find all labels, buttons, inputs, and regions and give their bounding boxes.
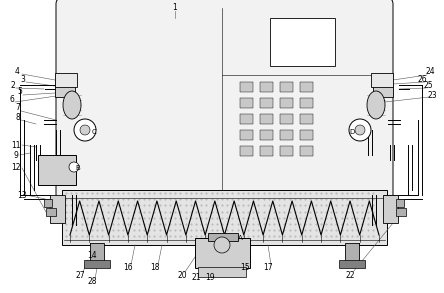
Text: 14: 14 xyxy=(87,251,97,260)
Text: 12: 12 xyxy=(11,163,21,173)
Text: 5: 5 xyxy=(18,88,23,96)
Text: 19: 19 xyxy=(205,273,215,282)
Bar xyxy=(300,82,313,92)
Text: 11: 11 xyxy=(11,141,21,149)
Bar xyxy=(280,146,293,156)
Text: 7: 7 xyxy=(16,103,20,113)
Bar xyxy=(260,146,273,156)
Bar xyxy=(371,73,393,87)
Text: A: A xyxy=(238,235,242,241)
Text: 15: 15 xyxy=(240,263,250,272)
Bar xyxy=(198,267,246,277)
Bar xyxy=(300,130,313,140)
Circle shape xyxy=(349,119,371,141)
Text: 9: 9 xyxy=(14,151,19,159)
Ellipse shape xyxy=(63,91,81,119)
Bar xyxy=(62,190,387,245)
Text: 27: 27 xyxy=(75,270,85,280)
Text: 8: 8 xyxy=(16,113,20,122)
Bar xyxy=(280,114,293,124)
Bar xyxy=(44,199,52,207)
Bar xyxy=(339,260,365,268)
Text: 18: 18 xyxy=(150,263,160,272)
Circle shape xyxy=(69,162,79,172)
Bar xyxy=(90,243,104,263)
Text: 17: 17 xyxy=(263,263,273,272)
Text: 26: 26 xyxy=(417,76,427,84)
Circle shape xyxy=(214,237,230,253)
Text: 16: 16 xyxy=(123,263,133,272)
Bar xyxy=(280,82,293,92)
Text: 20: 20 xyxy=(177,270,187,280)
Bar xyxy=(195,238,250,268)
Bar xyxy=(260,130,273,140)
Text: 4: 4 xyxy=(15,67,20,76)
Text: C: C xyxy=(91,129,96,135)
Bar xyxy=(240,82,253,92)
Text: 6: 6 xyxy=(10,95,15,103)
Ellipse shape xyxy=(367,91,385,119)
Circle shape xyxy=(80,125,90,135)
Bar xyxy=(373,85,393,97)
Text: 13: 13 xyxy=(17,190,27,200)
Bar xyxy=(396,199,404,207)
Bar xyxy=(260,114,273,124)
Text: 25: 25 xyxy=(423,81,433,91)
Text: 22: 22 xyxy=(345,270,355,280)
Bar xyxy=(396,208,406,216)
Bar xyxy=(300,146,313,156)
Text: 23: 23 xyxy=(427,91,437,100)
Bar xyxy=(300,98,313,108)
Text: 24: 24 xyxy=(425,67,435,76)
Bar xyxy=(280,98,293,108)
Text: 2: 2 xyxy=(11,81,16,89)
Bar xyxy=(280,130,293,140)
Bar xyxy=(46,208,56,216)
Bar xyxy=(240,130,253,140)
Bar xyxy=(260,98,273,108)
Bar xyxy=(240,146,253,156)
Bar xyxy=(345,243,359,263)
FancyBboxPatch shape xyxy=(56,0,393,200)
Bar xyxy=(55,73,77,87)
Text: 3: 3 xyxy=(20,76,25,84)
Bar xyxy=(38,155,76,185)
Circle shape xyxy=(74,119,96,141)
Bar xyxy=(240,98,253,108)
Circle shape xyxy=(355,125,365,135)
Text: 28: 28 xyxy=(87,277,97,287)
Bar xyxy=(240,114,253,124)
Bar xyxy=(270,18,335,66)
Bar xyxy=(50,195,65,223)
Bar xyxy=(55,85,75,97)
Bar xyxy=(300,114,313,124)
Bar xyxy=(208,233,238,241)
Bar xyxy=(383,195,398,223)
Text: B: B xyxy=(75,165,80,171)
Text: D: D xyxy=(349,129,355,135)
Bar xyxy=(84,260,110,268)
Text: 1: 1 xyxy=(173,4,177,13)
Bar xyxy=(260,82,273,92)
Text: 21: 21 xyxy=(191,273,201,282)
